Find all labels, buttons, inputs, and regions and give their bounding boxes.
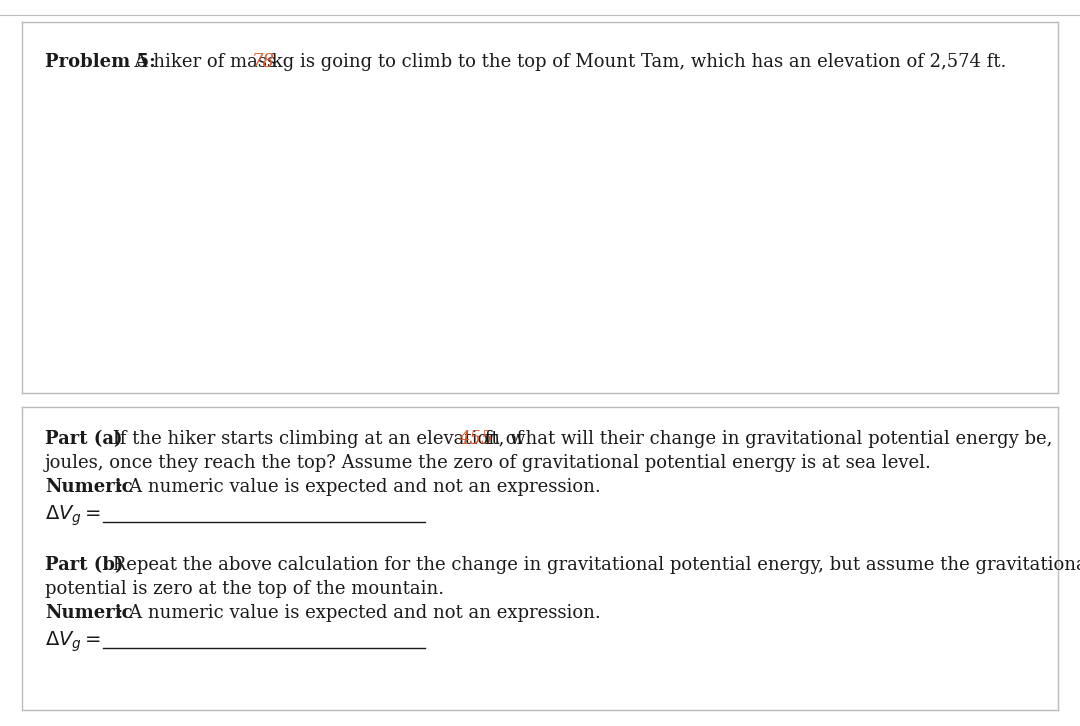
Text: Repeat the above calculation for the change in gravitational potential energy, b: Repeat the above calculation for the cha… (107, 556, 1080, 574)
Text: Numeric: Numeric (45, 478, 133, 496)
Text: kg is going to climb to the top of Mount Tam, which has an elevation of 2,574 ft: kg is going to climb to the top of Mount… (266, 53, 1007, 71)
Text: potential is zero at the top of the mountain.: potential is zero at the top of the moun… (45, 580, 444, 598)
Text: Numeric: Numeric (45, 604, 133, 622)
Text: joules, once they reach the top? Assume the zero of gravitational potential ener: joules, once they reach the top? Assume … (45, 454, 932, 472)
Text: Part (a): Part (a) (45, 430, 122, 448)
Text: A hiker of mass: A hiker of mass (123, 53, 282, 71)
Text: Problem 5:: Problem 5: (45, 53, 156, 71)
Text: If the hiker starts climbing at an elevation of: If the hiker starts climbing at an eleva… (107, 430, 529, 448)
Text: 78: 78 (252, 53, 274, 71)
Text: 455: 455 (458, 430, 492, 448)
Text: ft, what will their change in gravitational potential energy be,: ft, what will their change in gravitatio… (480, 430, 1053, 448)
Text: : A numeric value is expected and not an expression.: : A numeric value is expected and not an… (99, 478, 600, 496)
Text: Part (b): Part (b) (45, 556, 123, 574)
Text: : A numeric value is expected and not an expression.: : A numeric value is expected and not an… (99, 604, 600, 622)
Text: $\Delta V_g =$: $\Delta V_g =$ (45, 630, 102, 655)
Text: $\Delta V_g =$: $\Delta V_g =$ (45, 504, 102, 529)
